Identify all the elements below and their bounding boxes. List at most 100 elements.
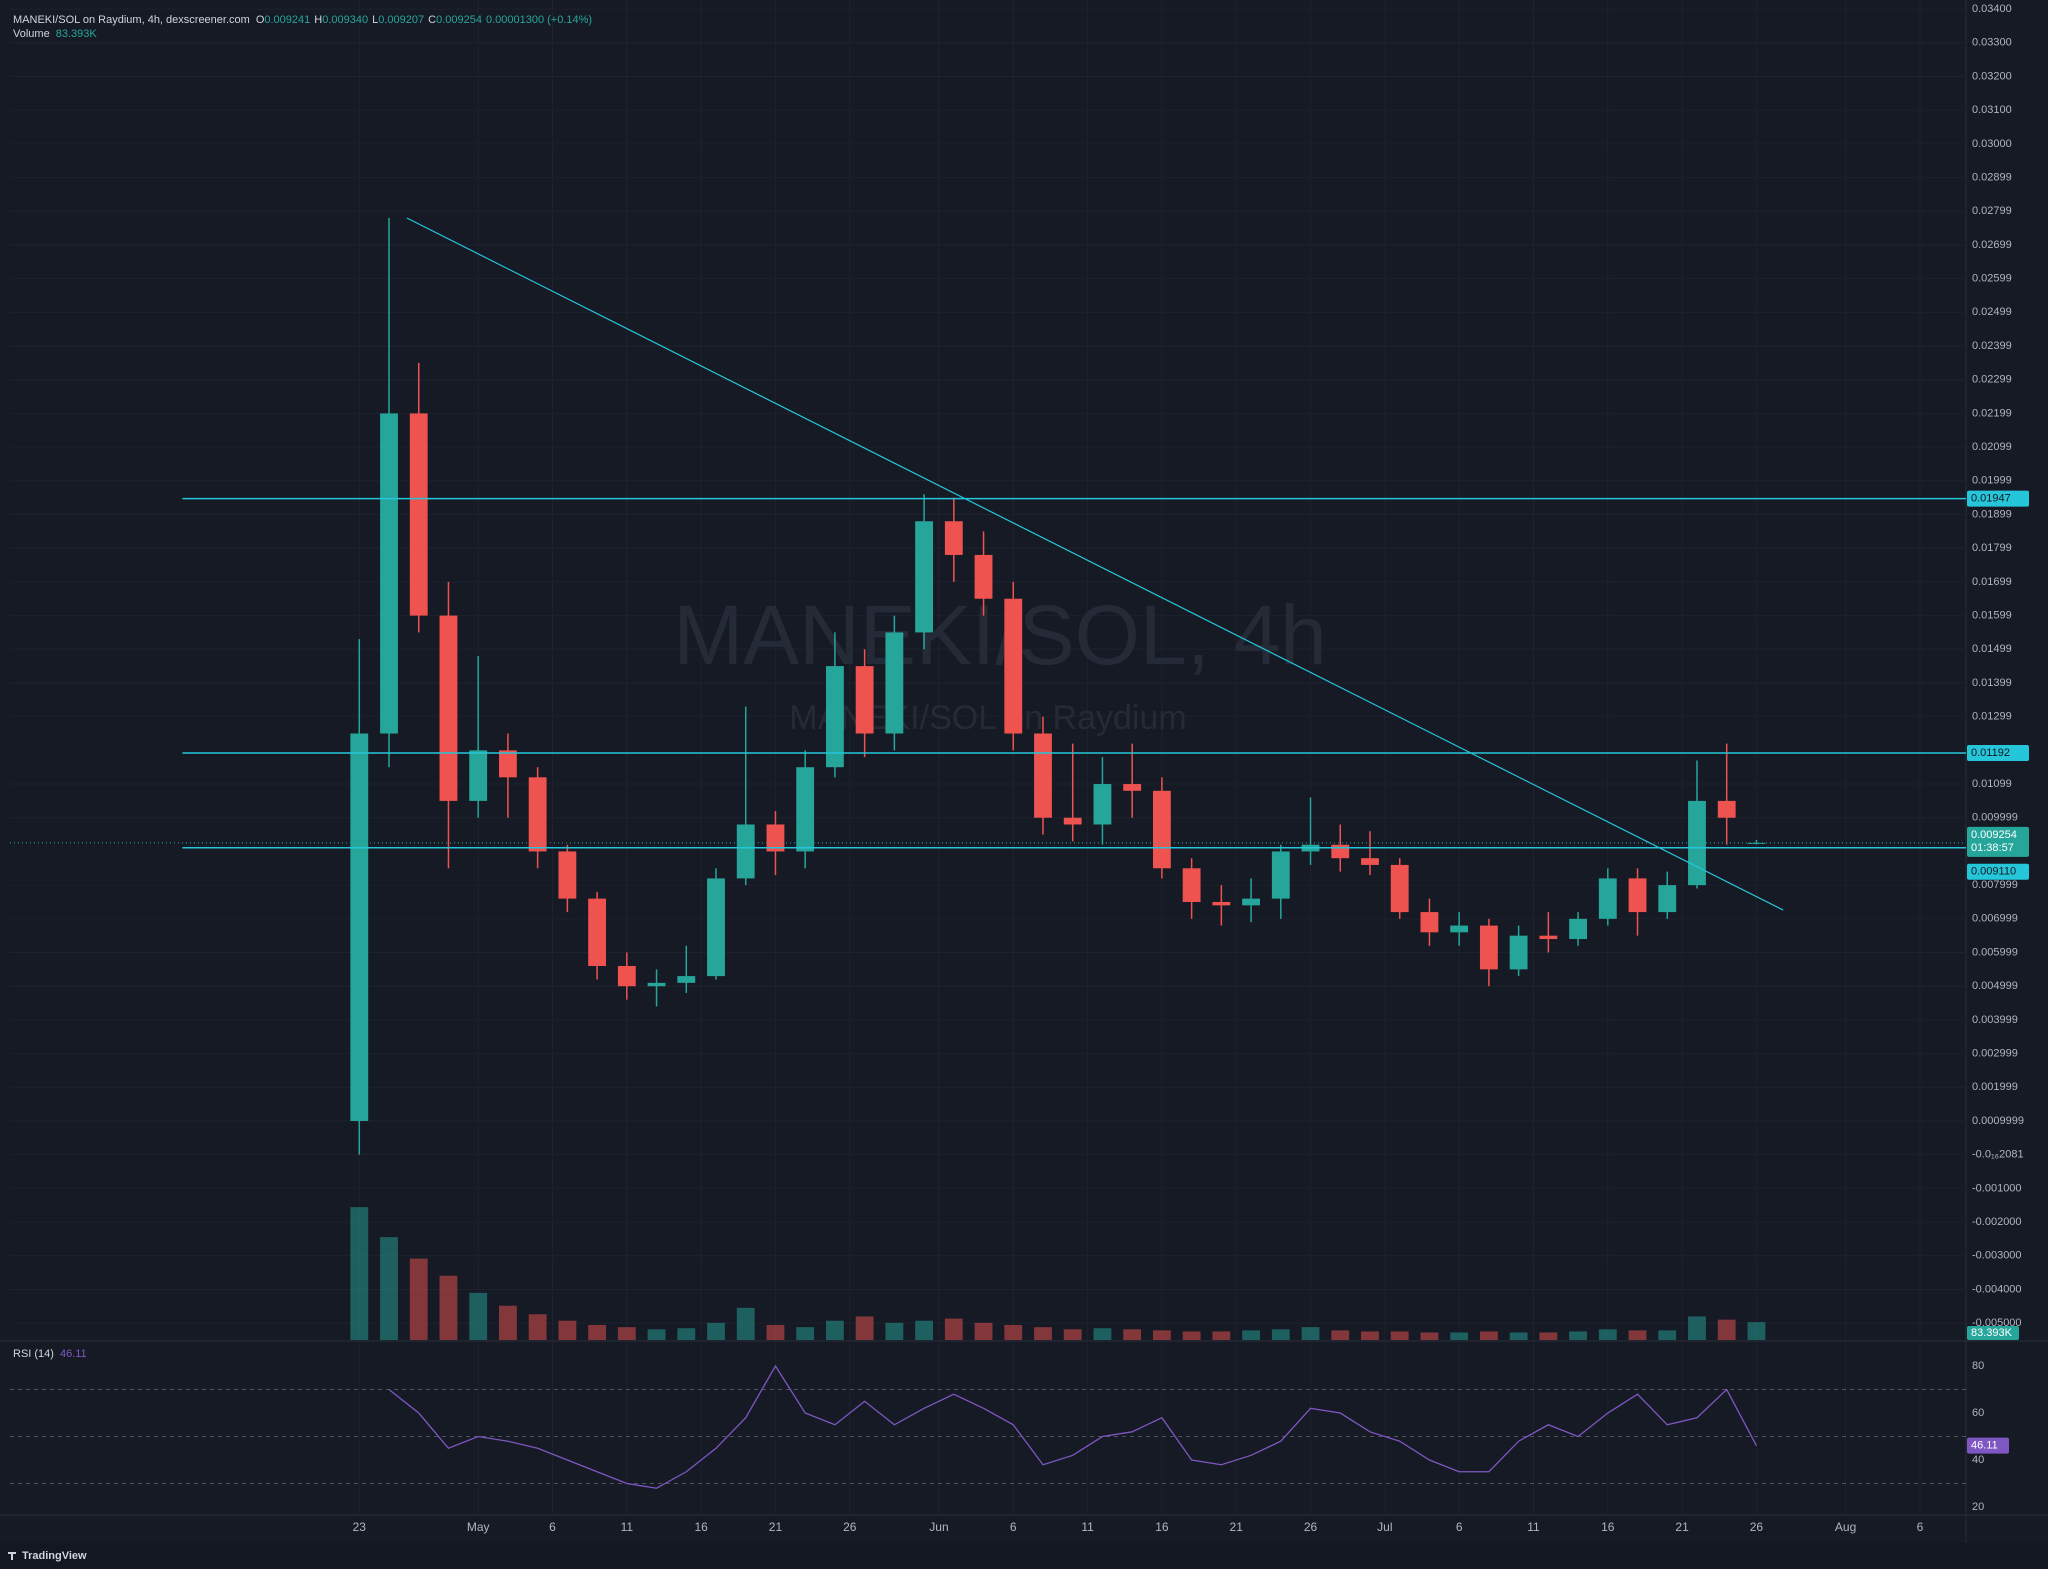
volume-bar: [885, 1322, 904, 1340]
volume-bar: [558, 1320, 577, 1340]
candle-body: [707, 878, 725, 977]
candle-body: [1450, 925, 1469, 933]
x-tick-label: Jul: [1377, 1520, 1392, 1534]
volume-bar: [825, 1320, 844, 1340]
candle-body: [1717, 800, 1736, 818]
candle-body: [528, 777, 547, 852]
x-tick-label: 6: [1917, 1520, 1924, 1534]
c-value: 0.009254: [436, 14, 482, 26]
candle-body: [1034, 733, 1052, 818]
candle-body: [1479, 925, 1498, 970]
volume-bar: [1123, 1329, 1142, 1340]
candle-body: [1212, 901, 1231, 906]
candle-body: [1361, 858, 1379, 865]
candle-body: [1390, 864, 1409, 913]
brand-logo: [8, 1552, 16, 1560]
volume-bar: [528, 1314, 547, 1340]
x-tick-label: Aug: [1835, 1520, 1856, 1534]
y-tick-label: 0.004999: [1972, 980, 2018, 992]
volume-bar: [617, 1327, 636, 1340]
y-tick-label: 0.01299: [1972, 711, 2012, 723]
volume-bar: [1628, 1330, 1647, 1340]
symbol: MANEKI/SOL on Raydium, 4h, dexscreener.c…: [13, 14, 250, 26]
y-tick-label: -0.004000: [1972, 1283, 2022, 1295]
candle-body: [766, 824, 785, 852]
y-tick-label: 0.02399: [1972, 340, 2012, 352]
x-tick-label: 21: [1230, 1520, 1244, 1534]
candle-body: [350, 733, 369, 1121]
price-badge: [1967, 745, 2029, 762]
volume-label: Volume: [13, 28, 50, 40]
rsi-tick-label: 80: [1972, 1360, 1984, 1372]
y-tick-label: 0.01999: [1972, 475, 2012, 487]
rsi-tick-label: 60: [1972, 1407, 1984, 1419]
rsi-line: [388, 1364, 1758, 1489]
y-tick-label: 0.02499: [1972, 306, 2012, 318]
y-tick-label: 0.02699: [1972, 239, 2012, 251]
price-badge-label: 0.009110: [1971, 866, 2016, 878]
last-price-badge: [1967, 826, 2029, 857]
y-tick-label: 0.01699: [1972, 576, 2012, 588]
y-tick-label: 0.02099: [1972, 441, 2012, 453]
volume-bar: [380, 1237, 398, 1340]
grid: [10, 0, 1966, 1515]
y-tick-label: 0.02299: [1972, 374, 2012, 386]
candle-body: [915, 521, 934, 633]
y-tick-label: 0.02899: [1972, 171, 2012, 183]
y-tick-label: -0.003000: [1972, 1250, 2022, 1262]
candle-body: [974, 554, 993, 599]
volume-bar: [1152, 1330, 1171, 1340]
candle-body: [944, 521, 963, 555]
volume-value: 83.393K: [56, 28, 98, 40]
candle-body: [1093, 784, 1112, 825]
x-tick-label: 6: [1456, 1520, 1463, 1534]
volume-bar: [1361, 1331, 1379, 1340]
y-tick-label: 0.009999: [1972, 812, 2018, 824]
y-tick-label: 0.03200: [1972, 70, 2012, 82]
candle-body: [1420, 912, 1439, 933]
y-tick-label: 0.01899: [1972, 508, 2012, 520]
y-tick-label: 0.01099: [1972, 778, 2012, 790]
volume-bar: [1034, 1327, 1052, 1340]
l-label: L: [372, 14, 378, 26]
volume-bar: [707, 1322, 725, 1340]
volume-bar: [647, 1329, 666, 1340]
volume-bar: [350, 1207, 369, 1340]
y-tick-label: 0.03100: [1972, 104, 2012, 116]
y-tick-label: 0.001999: [1972, 1081, 2018, 1093]
volume-bar: [1301, 1327, 1320, 1340]
x-tick-label: 26: [1304, 1520, 1318, 1534]
candle-body: [796, 767, 815, 852]
candle-body: [855, 666, 874, 734]
y-tick-label: 0.01799: [1972, 542, 2012, 554]
volume-bar: [1331, 1330, 1350, 1340]
volume-bar: [736, 1307, 755, 1340]
volume-bar: [1539, 1332, 1558, 1340]
candle-body: [1509, 935, 1528, 970]
candle-body: [499, 750, 517, 778]
candle-body: [1598, 878, 1617, 919]
candle-body: [1628, 878, 1647, 913]
y-tick-label: 0.02599: [1972, 273, 2012, 285]
plot: [10, 217, 1966, 1489]
volume-bar: [944, 1318, 963, 1340]
volume-bar: [1450, 1332, 1469, 1340]
candle-body: [469, 750, 488, 801]
rsi-value: 46.11: [60, 1348, 87, 1360]
volume-bar: [766, 1325, 785, 1340]
volume-badge: [1967, 1326, 2019, 1340]
candle-body: [1123, 784, 1142, 791]
y-tick-label: 0.006999: [1972, 913, 2018, 925]
y-tick-label: 0.007999: [1972, 879, 2018, 891]
watermark-subtitle: MANEKI/SOL on Raydium: [789, 699, 1186, 737]
y-tick-label: 0.02799: [1972, 205, 2012, 217]
volume-bar: [1598, 1329, 1617, 1340]
y-tick-label: 0.0009999: [1972, 1115, 2024, 1127]
price-badge: [1967, 490, 2029, 507]
volume-bar: [1063, 1329, 1082, 1340]
candle-body: [380, 413, 398, 734]
h-label: H: [314, 14, 322, 26]
price-badge-label: 0.01192: [1971, 747, 2010, 759]
o-label: O: [256, 14, 265, 26]
volume-bar: [1271, 1329, 1290, 1340]
